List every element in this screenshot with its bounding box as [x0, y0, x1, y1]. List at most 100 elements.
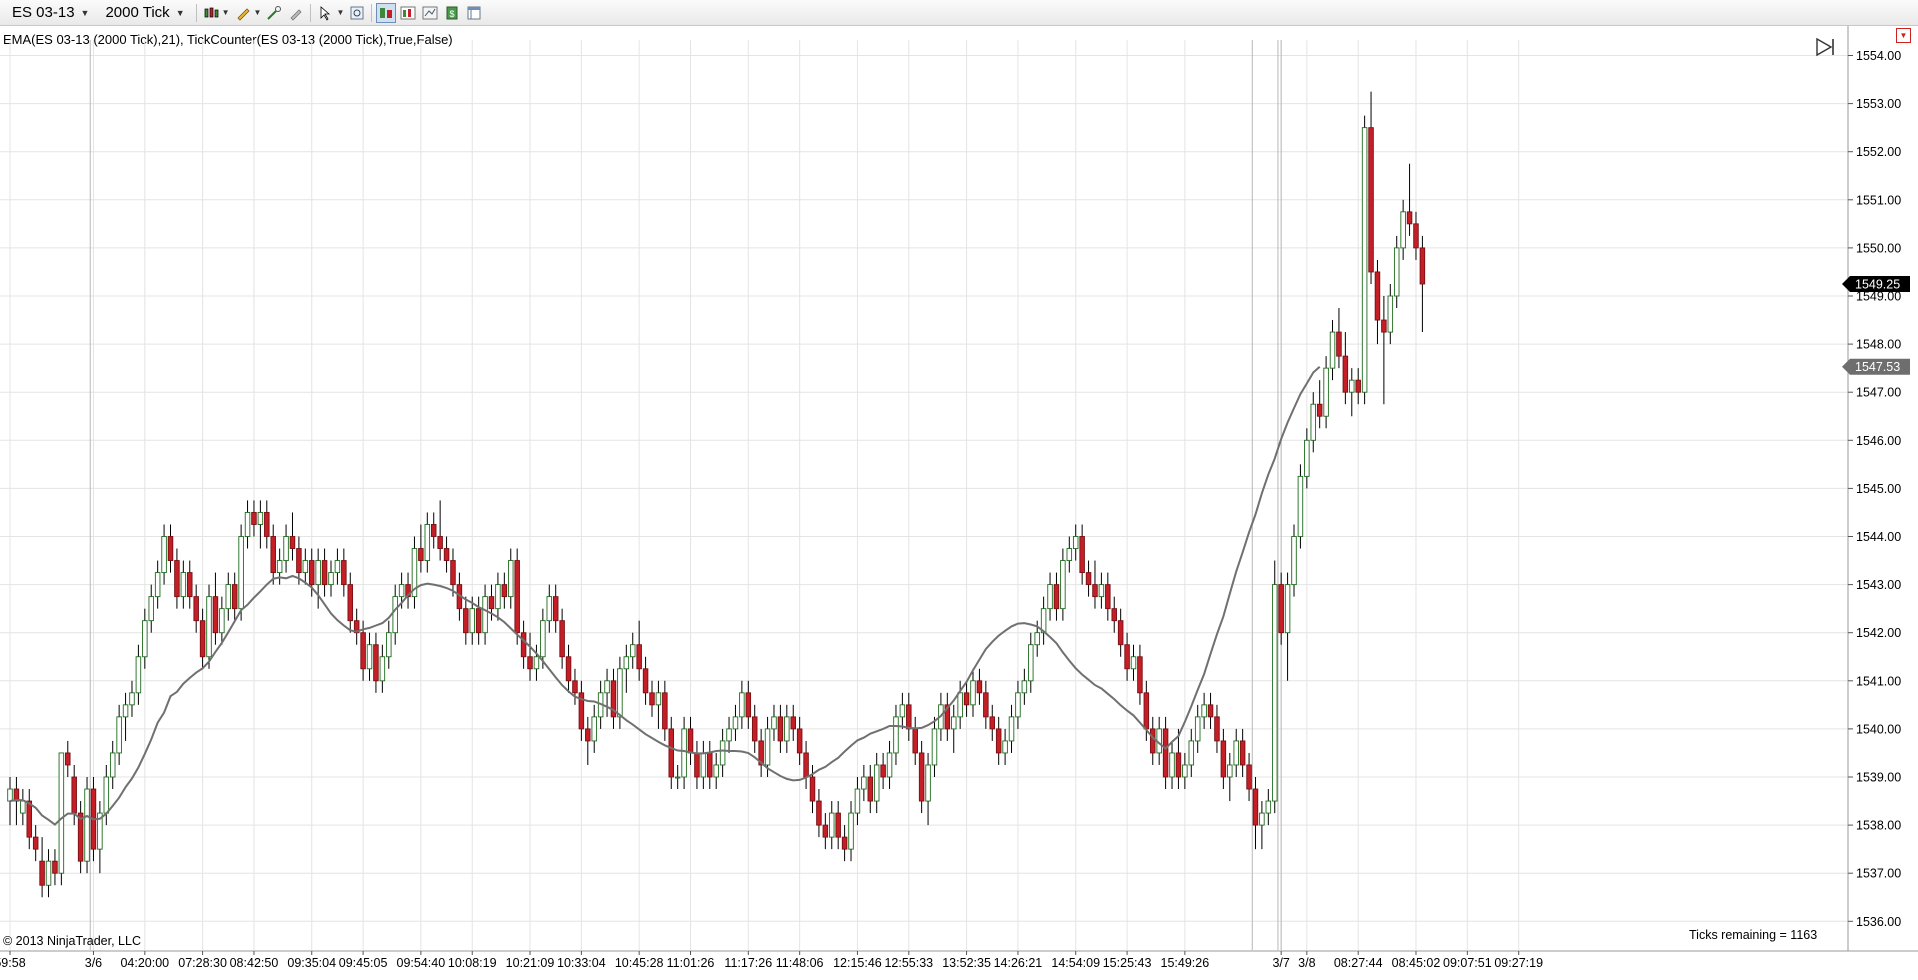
candle-down	[430, 524, 437, 537]
candle-down	[912, 728, 918, 754]
candle-up	[1066, 548, 1073, 562]
chevron-down-icon[interactable]: ▼	[336, 8, 345, 17]
candle-up	[629, 644, 636, 658]
time-tick-label: 09:27:19	[1494, 956, 1543, 970]
last-price-marker-label: 1549.25	[1855, 277, 1900, 291]
cursor-pointer-icon[interactable]	[315, 3, 335, 23]
candle-up	[1387, 295, 1394, 333]
candle-down	[976, 680, 983, 694]
candle-down	[212, 596, 219, 634]
chevron-down-icon: ▼	[80, 7, 90, 18]
toolbar-separator	[195, 3, 197, 22]
candle-up	[1194, 716, 1201, 742]
ema-value-marker-label: 1547.53	[1855, 360, 1900, 374]
scroll-end-icon	[1816, 37, 1834, 57]
candle-down	[289, 536, 296, 549]
price-tick-label: 1554.00	[1856, 49, 1901, 63]
candle-down	[816, 800, 822, 826]
candle-up	[366, 644, 373, 670]
chevron-down-icon[interactable]: ▼	[253, 8, 262, 17]
candle-down	[443, 548, 450, 562]
candle-up	[469, 608, 475, 634]
candle-down	[1406, 211, 1413, 225]
candle-down	[437, 536, 443, 549]
candle-down	[450, 560, 456, 586]
time-tick-label: 13:52:35	[942, 956, 991, 970]
candle-up	[276, 560, 283, 574]
candle-down	[835, 812, 841, 838]
candle-up	[135, 656, 142, 694]
candle-down	[308, 560, 315, 586]
candle-up	[1227, 764, 1233, 778]
candle-up	[386, 632, 392, 658]
pencil-draw-icon[interactable]	[233, 3, 253, 23]
price-tick-label: 1543.00	[1856, 578, 1901, 592]
time-tick-label: 11:17:26	[724, 956, 772, 970]
candle-down	[1085, 572, 1092, 586]
price-tick-label: 1540.00	[1856, 722, 1901, 736]
candle-up	[1271, 584, 1278, 802]
candle-down	[944, 704, 951, 730]
candle-up	[180, 572, 187, 598]
candle-up	[109, 752, 116, 778]
candle-down	[187, 572, 193, 598]
eraser-icon[interactable]	[286, 3, 306, 23]
candle-down	[694, 752, 700, 778]
candle-down	[270, 536, 276, 574]
candle-up	[238, 536, 244, 610]
instrument-dropdown[interactable]: ES 03-13 ▼	[4, 2, 97, 24]
candle-up	[713, 764, 719, 778]
candle-up	[1028, 644, 1034, 682]
candle-up	[1323, 367, 1329, 417]
candle-down	[1111, 608, 1117, 622]
period-dropdown[interactable]: 2000 Tick ▼	[97, 2, 192, 24]
indicators-icon[interactable]	[398, 3, 418, 23]
price-tick-label: 1547.00	[1856, 386, 1901, 400]
data-box-icon[interactable]: $	[442, 3, 462, 23]
candle-down	[527, 656, 533, 670]
crosshair-pencil-icon[interactable]	[264, 3, 284, 23]
candle-down	[1150, 728, 1156, 754]
candle-down	[32, 836, 39, 850]
candle-up	[206, 596, 212, 658]
time-tick-label: 10:45:28	[615, 956, 664, 970]
candle-down	[475, 608, 482, 634]
candle-up	[58, 752, 65, 874]
candle-up	[1201, 704, 1207, 718]
candle-down	[1381, 319, 1387, 333]
zoom-icon[interactable]	[347, 3, 367, 23]
candle-up	[1329, 331, 1336, 369]
candle-down	[565, 656, 572, 682]
play-triangle-icon	[1816, 37, 1833, 57]
candle-up	[379, 656, 386, 682]
candle-down	[488, 596, 495, 610]
bar-style-icon[interactable]	[201, 3, 221, 23]
chart-trader-icon[interactable]	[376, 2, 397, 23]
copyright-label: © 2013 NinjaTrader, LLC	[3, 934, 141, 948]
time-tick-label: 09:45:05	[339, 956, 388, 970]
properties-icon[interactable]	[464, 3, 484, 23]
time-tick-label: 15:49:26	[1161, 956, 1210, 970]
candle-down	[1124, 644, 1130, 670]
panel-menu-button[interactable]: ▼	[1896, 28, 1911, 43]
time-tick-label: 11:01:26	[667, 956, 715, 970]
grid-lines	[0, 40, 1848, 950]
time-tick-label: 09:07:51	[1443, 956, 1492, 970]
time-tick-label: 10:21:09	[506, 956, 555, 970]
candle-up	[893, 716, 899, 754]
price-chart[interactable]: 1554.00 1553.00 1552.00 1551.00 1550.00 1549.…	[0, 26, 1918, 980]
chevron-down-icon[interactable]: ▼	[221, 8, 230, 17]
candle-up	[950, 716, 957, 730]
candle-down	[418, 548, 424, 562]
candle-down	[995, 728, 1002, 754]
candle-down	[906, 704, 912, 730]
strategies-icon[interactable]	[420, 3, 440, 23]
scroll-to-end-button[interactable]	[1815, 36, 1837, 58]
candle-up	[1130, 656, 1137, 670]
candle-down	[463, 608, 469, 634]
candle-down	[963, 692, 970, 706]
candle-up	[540, 620, 546, 658]
candle-up	[771, 716, 777, 730]
candle-up	[623, 656, 630, 670]
candle-up	[508, 560, 514, 598]
